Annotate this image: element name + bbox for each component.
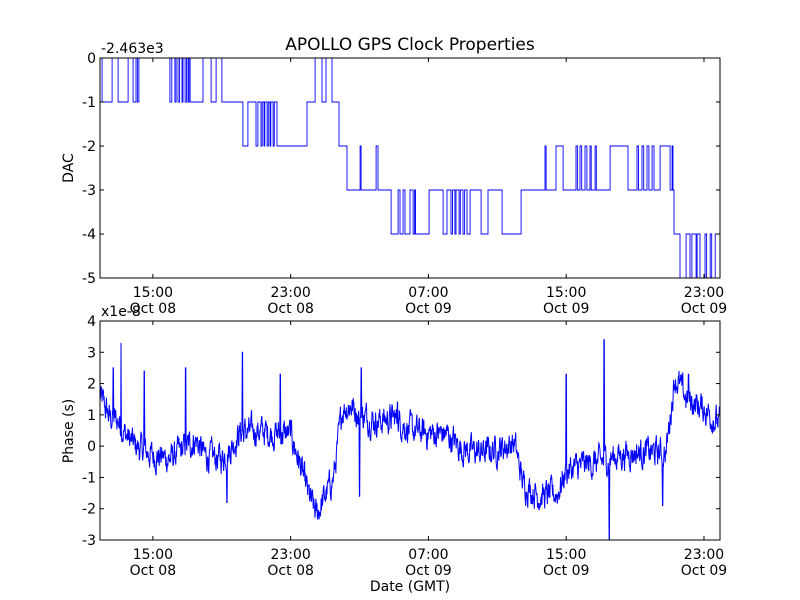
xtick-date: Oct 09 [405,301,451,317]
xtick-date: Oct 08 [130,563,176,579]
dac-line [100,57,720,279]
xtick-time: 23:00 [684,547,724,563]
ytick-label: -1 [82,95,96,111]
xtick-date: Oct 08 [267,301,313,317]
xtick-time: 15:00 [133,285,173,301]
xtick-date: Oct 09 [405,563,451,579]
phase-ylabel: Phase (s) [61,399,77,463]
xtick-time: 15:00 [546,285,586,301]
xtick-date: Oct 08 [130,301,176,317]
ytick-label: -2 [82,502,96,518]
phase-series [99,339,721,541]
dac-ylabel: DAC [61,153,77,183]
ytick-label: 4 [87,314,96,330]
xtick-date: Oct 08 [267,563,313,579]
xtick-time: 23:00 [270,285,310,301]
ytick-label: 3 [87,345,96,361]
xtick-time: 07:00 [408,547,448,563]
xtick-date: Oct 09 [543,301,589,317]
dac-series [100,57,720,279]
xtick-date: Oct 09 [543,563,589,579]
ytick-label: -1 [82,470,96,486]
ytick-label: 0 [87,51,96,67]
ytick-label: -3 [82,183,96,199]
phase-line [99,339,721,541]
phase-offset-label: x1e-8 [101,304,141,320]
ytick-label: -4 [82,227,96,243]
dac-axes-frame [99,57,721,279]
ytick-label: 0 [87,439,96,455]
phase-xlabel: Date (GMT) [370,579,450,595]
xtick-time: 23:00 [270,547,310,563]
xtick-date: Oct 09 [681,301,727,317]
phase-axes-frame [99,320,721,541]
ytick-label: -2 [82,139,96,155]
ytick-label: -5 [82,271,96,287]
xtick-time: 07:00 [408,285,448,301]
ytick-label: 1 [87,408,96,424]
ytick-label: -3 [82,533,96,549]
xtick-date: Oct 09 [681,563,727,579]
dac-offset-label: -2.463e3 [101,41,164,57]
ytick-label: 2 [87,377,96,393]
chart-title: APOLLO GPS Clock Properties [285,35,535,55]
xtick-time: 23:00 [684,285,724,301]
xtick-time: 15:00 [133,547,173,563]
xtick-time: 15:00 [546,547,586,563]
